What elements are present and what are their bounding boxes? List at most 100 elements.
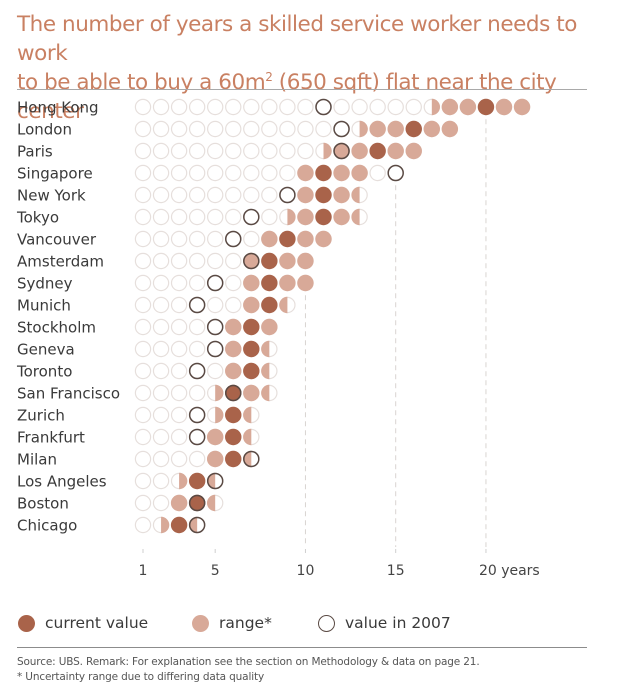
current-value-dot-fill — [225, 384, 242, 402]
empty-dot — [170, 186, 188, 204]
empty-dot — [188, 230, 206, 248]
x-tick-label: 1 — [139, 563, 148, 579]
empty-dot — [225, 296, 242, 314]
city-label: Tokyo — [16, 209, 59, 227]
current-value-dot-fill — [477, 98, 495, 116]
range-dot-fill — [297, 208, 314, 226]
range-dot-fill — [297, 186, 314, 204]
range-left-half — [243, 428, 252, 446]
range-footnote: * Uncertainty range due to differing dat… — [17, 671, 265, 683]
value-2007-ring — [387, 164, 404, 182]
empty-dot — [152, 450, 170, 468]
empty-dot — [152, 164, 170, 182]
city-label: Toronto — [16, 363, 72, 381]
range-right-half — [215, 406, 224, 424]
city-row: Vancouver — [17, 231, 332, 249]
value-2007-ring — [279, 186, 296, 204]
city-row: Frankfurt — [17, 428, 260, 447]
empty-dot — [134, 208, 152, 226]
current-value-dot-fill — [279, 230, 296, 248]
value-2007-ring — [188, 296, 206, 314]
empty-dot — [134, 296, 152, 314]
range-swatch-icon — [192, 614, 209, 632]
chart-title: The number of years a skilled service wo… — [17, 10, 622, 126]
current-value-dot-fill — [261, 252, 278, 270]
city-label: Munich — [17, 297, 71, 315]
empty-dot — [188, 274, 206, 292]
empty-dot — [243, 186, 260, 204]
empty-dot — [225, 186, 242, 204]
current-value-dot-fill — [188, 472, 206, 490]
empty-dot — [225, 208, 242, 226]
empty-dot — [225, 274, 242, 292]
empty-dot — [369, 164, 386, 182]
x-tick-label: 10 — [297, 563, 315, 579]
empty-dot — [188, 164, 206, 182]
empty-dot — [243, 120, 260, 138]
empty-dot — [152, 318, 170, 336]
range-dot-fill — [423, 120, 440, 138]
city-label: New York — [17, 187, 86, 205]
current-value-dot-fill — [315, 208, 332, 226]
empty-dot — [206, 230, 224, 248]
title-line-1: The number of years a skilled service wo… — [17, 12, 577, 66]
current-value-dot-fill — [315, 164, 332, 182]
city-row: Zurich — [17, 406, 260, 425]
range-left-half — [351, 208, 360, 226]
city-label: Vancouver — [17, 231, 97, 249]
empty-dot — [170, 406, 188, 424]
dot-range-chart: Hong Kong London Paris Singapore New York Tok… — [16, 98, 540, 580]
range-dot-fill — [243, 296, 260, 314]
range-dot-fill — [387, 120, 404, 138]
city-row: Los Angeles — [17, 472, 224, 491]
empty-dot — [170, 428, 188, 446]
city-row: San Francisco — [17, 384, 278, 403]
gridlines — [304, 119, 487, 547]
range-dot-fill — [333, 208, 350, 226]
empty-dot — [387, 98, 404, 116]
value-2007-ring — [243, 252, 260, 270]
empty-dot — [315, 120, 332, 138]
empty-dot — [134, 120, 152, 138]
range-dot-fill — [387, 142, 404, 160]
current-value-dot-fill — [243, 340, 260, 358]
empty-dot — [206, 362, 224, 380]
empty-dot — [134, 428, 152, 446]
empty-dot — [152, 120, 170, 138]
empty-dot — [243, 98, 260, 116]
current-value-dot-fill — [369, 142, 386, 160]
empty-dot — [152, 340, 170, 358]
range-dot-fill — [225, 318, 242, 336]
empty-dot — [170, 142, 188, 160]
range-dot-fill — [207, 428, 224, 446]
empty-dot — [134, 450, 152, 468]
range-dot-fill — [495, 98, 513, 116]
empty-dot — [170, 274, 188, 292]
empty-dot — [170, 230, 188, 248]
empty-dot — [279, 98, 296, 116]
empty-dot — [170, 252, 188, 270]
legend-current-label: current value — [45, 614, 149, 632]
city-row: London — [17, 120, 459, 139]
value-2007-ring — [206, 472, 224, 490]
city-label: Los Angeles — [17, 473, 107, 491]
range-right-half — [323, 142, 332, 160]
city-row: Chicago — [17, 516, 206, 535]
range-dot-fill — [351, 142, 368, 160]
city-label: Geneva — [17, 341, 75, 359]
city-label: Boston — [17, 495, 69, 513]
current-value-dot-fill — [225, 450, 242, 468]
range-left-half — [279, 296, 288, 314]
city-row: Singapore — [17, 164, 404, 183]
empty-dot — [206, 186, 224, 204]
empty-dot — [134, 252, 152, 270]
value-2007-ring — [188, 362, 206, 380]
city-row: Stockholm — [17, 319, 278, 337]
empty-dot — [351, 98, 368, 116]
legend-2007: value in 2007 — [318, 614, 451, 632]
empty-dot — [170, 208, 188, 226]
current-value-dot-fill — [243, 318, 260, 336]
value-2007-ring — [206, 318, 224, 336]
empty-dot — [170, 296, 188, 314]
value-2007-ring — [188, 516, 206, 534]
